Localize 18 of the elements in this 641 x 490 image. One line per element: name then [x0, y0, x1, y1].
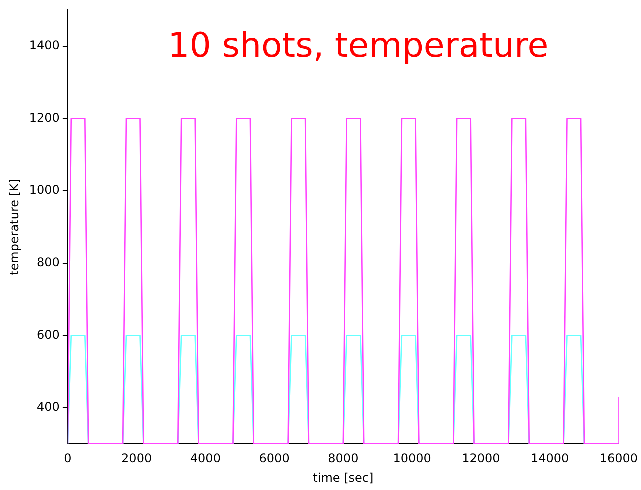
x-tick-label: 8000: [328, 452, 359, 466]
text: 10 shots, temperature: [168, 26, 549, 66]
y-tick-label: 1200: [29, 110, 60, 125]
x-tick-label: 4000: [190, 452, 221, 466]
x-tick-label: 6000: [259, 452, 290, 466]
y-tick-label: 1400: [29, 38, 60, 52]
x-tick-label: 12000: [462, 452, 500, 466]
y-tick-label: 1000: [29, 183, 60, 198]
x-tick-label: 16000: [600, 452, 638, 466]
x-tick-label: 2000: [122, 452, 152, 466]
x-axis-title: time [sec]: [313, 470, 374, 485]
y-tick-label: 600: [37, 328, 60, 342]
x-tick-label: 14000: [530, 452, 570, 466]
y-tick-label: 800: [37, 255, 60, 270]
x-tick-label: 0: [64, 452, 72, 466]
x-tick-label: 10000: [393, 452, 432, 466]
y-axis-title: temperature [K]: [7, 178, 22, 276]
y-tick-label: 400: [37, 400, 60, 414]
